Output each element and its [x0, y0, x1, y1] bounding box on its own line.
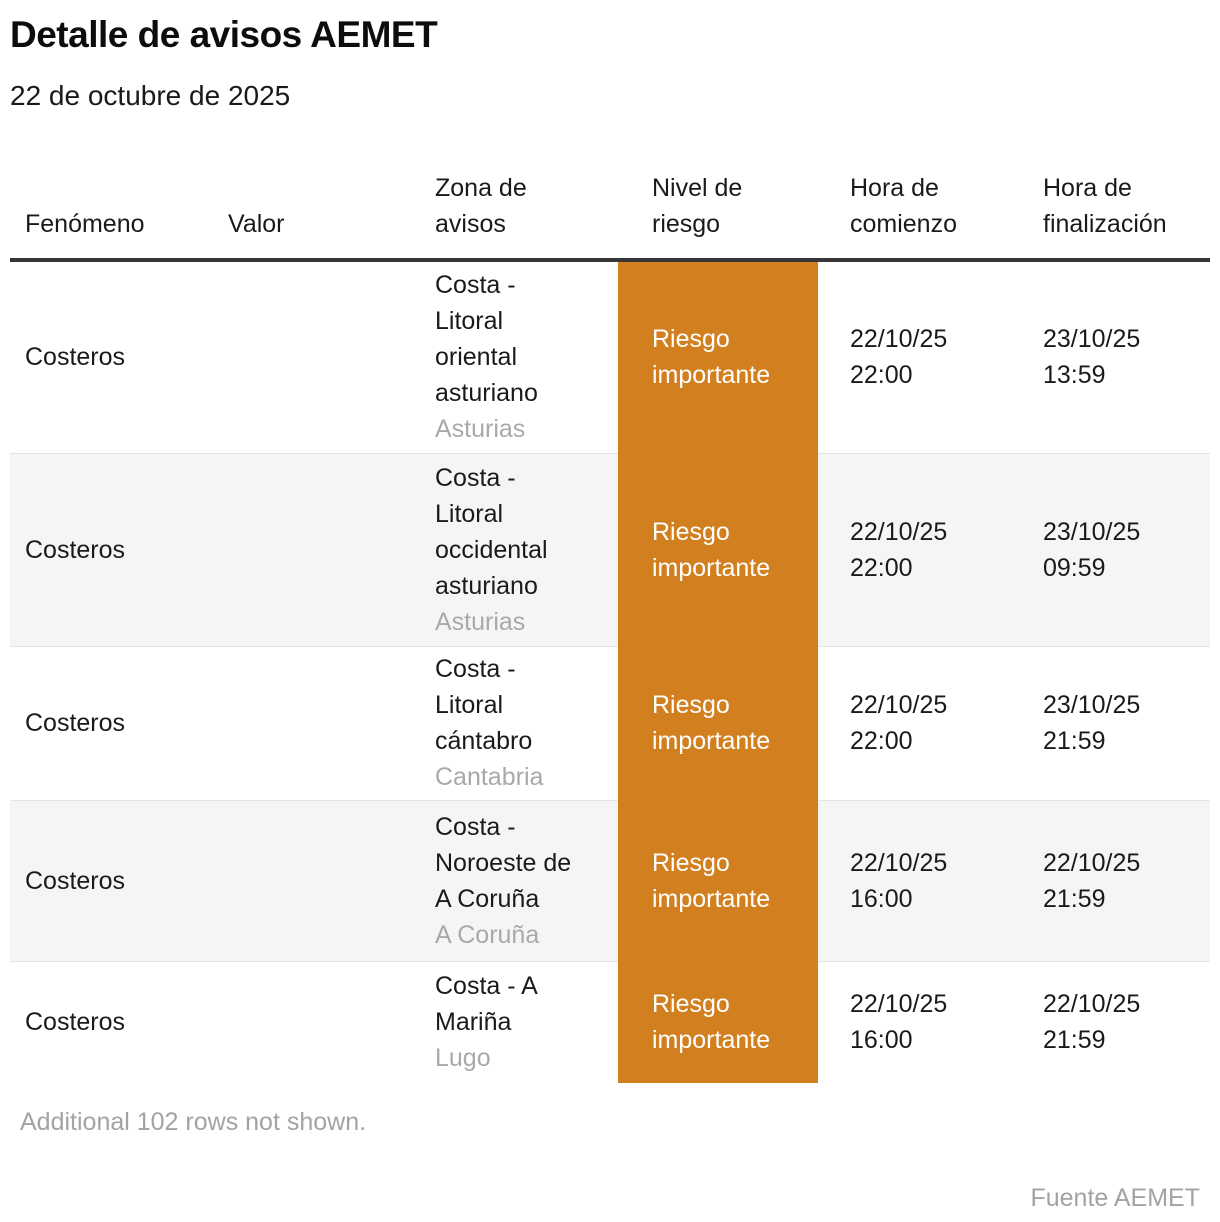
end-date: 22/10/25	[1043, 848, 1141, 877]
column-header-nivel: Nivel de riesgo	[618, 112, 818, 263]
value-cell	[218, 961, 423, 1083]
zone-region: Lugo	[435, 1044, 491, 1073]
start-time: 22:00	[850, 727, 913, 756]
risk-level-cell: Riesgo importante	[618, 260, 818, 454]
source-credit: Fuente AEMET	[1030, 1184, 1200, 1213]
risk-level-cell: Riesgo importante	[618, 800, 818, 962]
phenomenon-cell: Costeros	[10, 800, 218, 962]
end-cell: 22/10/25 21:59	[1033, 800, 1210, 962]
start-date: 22/10/25	[850, 325, 948, 354]
phenomenon-cell: Costeros	[25, 1008, 126, 1037]
start-cell: 22/10/25 22:00	[818, 646, 1033, 801]
start-time: 16:00	[850, 1026, 913, 1055]
phenomenon-cell: Costeros	[10, 646, 218, 801]
zone-region: Asturias	[435, 415, 526, 444]
zone-cell: Costa - Noroeste de A Coruña A Coruña	[423, 800, 618, 962]
page-subtitle: 22 de octubre de 2025	[10, 79, 291, 111]
end-cell: 23/10/25 09:59	[1033, 453, 1210, 647]
end-date: 23/10/25	[1043, 691, 1141, 720]
risk-level-cell: Riesgo importante	[618, 646, 818, 801]
column-header-comienzo: Hora de comienzo	[818, 112, 1033, 263]
end-time: 13:59	[1043, 361, 1106, 390]
zone-cell: Costa - Litoral cántabro Cantabria	[423, 646, 618, 801]
column-header-finalizacion: Hora de finalización	[1033, 112, 1210, 263]
zone-cell: Costa - Litoral oriental asturiano Astur…	[423, 260, 618, 454]
end-time: 21:59	[1043, 727, 1106, 756]
end-date: 23/10/25	[1043, 517, 1141, 546]
start-cell: 22/10/25 22:00	[818, 453, 1033, 647]
zone-name: Costa - Litoral occidental asturiano	[435, 463, 548, 600]
start-date: 22/10/25	[850, 517, 948, 546]
rows-not-shown-note: Additional 102 rows not shown.	[20, 1108, 367, 1137]
end-date: 22/10/25	[1043, 990, 1141, 1019]
column-header-valor: Valor	[218, 112, 423, 263]
start-cell: 22/10/25 22:00	[818, 260, 1033, 454]
end-time: 21:59	[1043, 1026, 1106, 1055]
end-time: 21:59	[1043, 884, 1106, 913]
end-cell: 22/10/25 21:59	[1033, 961, 1210, 1083]
table-row: Costeros Costa - Litoral cántabro Cantab…	[10, 646, 1210, 801]
start-time: 16:00	[850, 884, 913, 913]
alerts-table: Fenómeno Valor Zona de avisos Nivel de r…	[10, 112, 1210, 1084]
zone-region: Asturias	[435, 607, 526, 636]
start-date: 22/10/25	[850, 691, 948, 720]
phenomenon-cell: Costeros	[10, 453, 218, 647]
value-cell	[218, 800, 423, 962]
start-time: 22:00	[850, 553, 913, 582]
start-time: 22:00	[850, 361, 913, 390]
start-cell: 22/10/25 16:00	[818, 800, 1033, 962]
start-date: 22/10/25	[850, 848, 948, 877]
zone-name: Costa - A Mariña	[435, 972, 537, 1037]
header-row: Fenómeno Valor Zona de avisos Nivel de r…	[10, 112, 1210, 263]
table-row: Costeros Costa - Noroeste de A Coruña A …	[10, 800, 1210, 962]
zone-name: Costa - Litoral cántabro	[435, 655, 533, 756]
column-header-zona: Zona de avisos	[423, 112, 618, 263]
zone-cell: Costa - Litoral occidental asturiano Ast…	[423, 453, 618, 647]
end-cell: 23/10/25 21:59	[1033, 646, 1210, 801]
table-row: Costeros Costa - Litoral oriental asturi…	[10, 260, 1210, 454]
zone-cell: Costa - A Mariña Lugo	[423, 961, 618, 1083]
risk-level-cell: Riesgo importante	[618, 961, 818, 1084]
table-row: Costeros Costa - Litoral occidental astu…	[10, 453, 1210, 647]
column-header-fenomeno: Fenómeno	[10, 112, 218, 263]
zone-name: Costa - Noroeste de A Coruña	[435, 812, 572, 913]
value-cell	[218, 453, 423, 647]
start-cell: 22/10/25 16:00	[818, 961, 1033, 1083]
end-time: 09:59	[1043, 553, 1106, 582]
value-cell	[218, 646, 423, 801]
zone-name: Costa - Litoral oriental asturiano	[435, 271, 538, 408]
end-cell: 23/10/25 13:59	[1033, 260, 1210, 454]
table-header: Fenómeno Valor Zona de avisos Nivel de r…	[10, 112, 1210, 263]
zone-region: Cantabria	[435, 763, 544, 792]
page-title: Detalle de avisos AEMET	[10, 14, 438, 55]
risk-level-cell: Riesgo importante	[618, 453, 818, 647]
start-date: 22/10/25	[850, 990, 948, 1019]
value-cell	[218, 260, 423, 454]
table-body: Costeros Costa - Litoral oriental asturi…	[10, 260, 1210, 1084]
table-row: Costeros Costa - A Mariña Lugo Riesgo im…	[10, 961, 1210, 1084]
phenomenon-cell: Costeros	[10, 260, 218, 454]
zone-region: A Coruña	[435, 920, 540, 949]
end-date: 23/10/25	[1043, 325, 1141, 354]
